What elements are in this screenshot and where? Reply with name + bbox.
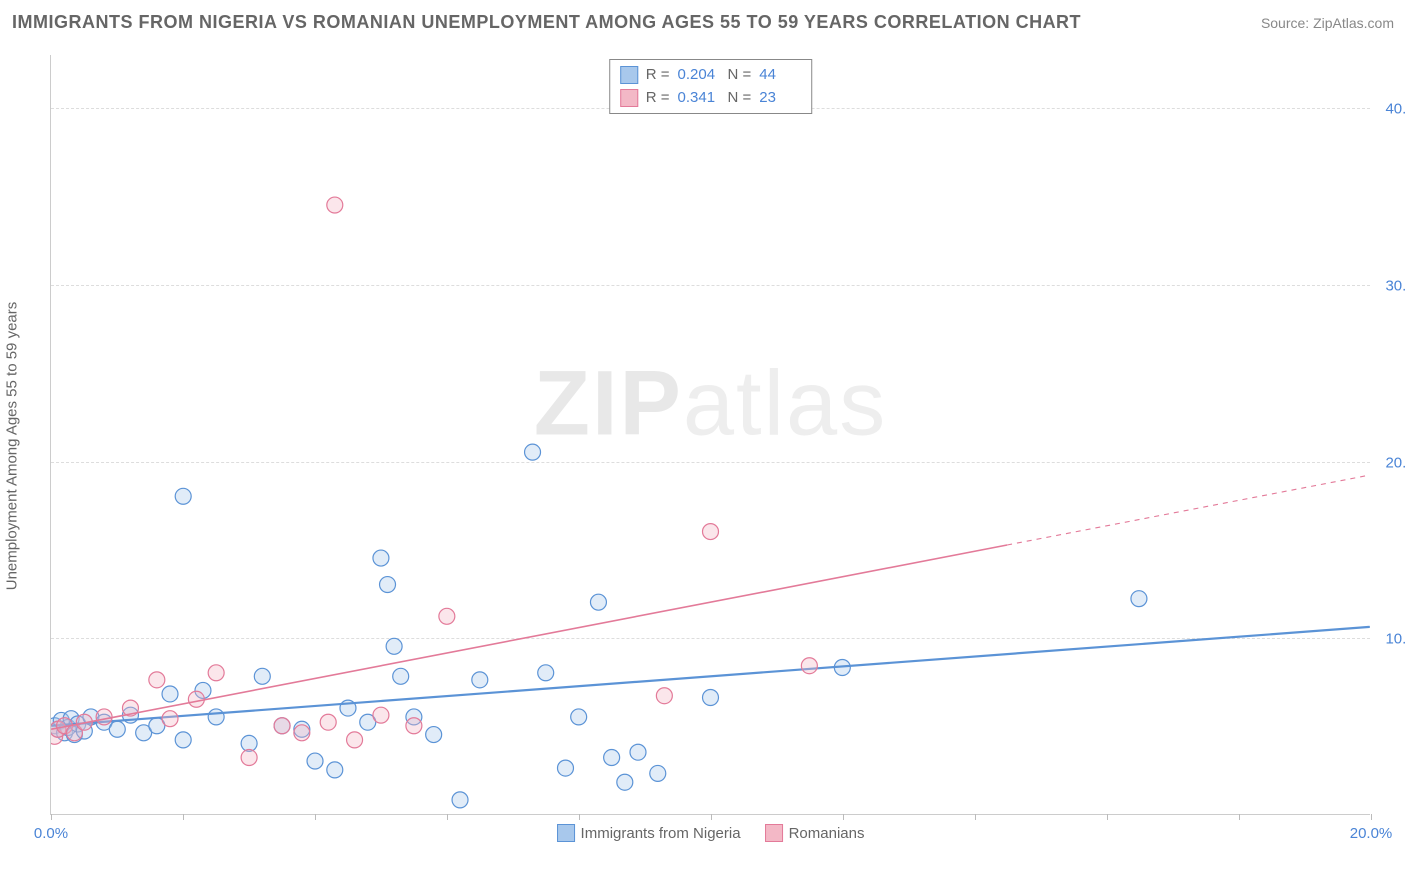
legend-r-label: R = (646, 64, 670, 87)
data-point (452, 792, 468, 808)
legend-n-value: 23 (759, 87, 801, 110)
data-point (1131, 591, 1147, 607)
legend-swatch (765, 824, 783, 842)
data-point (241, 750, 257, 766)
x-tick (51, 814, 52, 820)
legend-n-label: N = (728, 64, 752, 87)
data-point (393, 668, 409, 684)
x-tick (975, 814, 976, 820)
data-point (109, 721, 125, 737)
legend-n-value: 44 (759, 64, 801, 87)
data-point (380, 577, 396, 593)
x-tick (1371, 814, 1372, 820)
trendline-extrapolated (1007, 475, 1370, 545)
y-tick-label: 30.0% (1374, 277, 1406, 294)
data-point (175, 732, 191, 748)
legend-correlation: R = 0.204 N = 44 R = 0.341 N = 23 (609, 59, 813, 114)
data-point (538, 665, 554, 681)
data-point (703, 690, 719, 706)
y-tick-label: 10.0% (1374, 631, 1406, 648)
x-tick (183, 814, 184, 820)
data-point (327, 762, 343, 778)
data-point (558, 760, 574, 776)
header: IMMIGRANTS FROM NIGERIA VS ROMANIAN UNEM… (12, 12, 1394, 33)
data-point (604, 750, 620, 766)
x-tick (447, 814, 448, 820)
data-point (162, 686, 178, 702)
data-point (472, 672, 488, 688)
legend-r-label: R = (646, 87, 670, 110)
data-point (208, 665, 224, 681)
legend-swatch (557, 824, 575, 842)
data-point (630, 744, 646, 760)
legend-r-value: 0.341 (678, 87, 720, 110)
x-tick-label: 0.0% (34, 825, 68, 842)
data-point (373, 707, 389, 723)
x-tick (711, 814, 712, 820)
source-label: Source: ZipAtlas.com (1261, 15, 1394, 31)
plot-area: ZIPatlas 10.0%20.0%30.0%40.0% 0.0%20.0% … (50, 55, 1370, 815)
legend-label: Immigrants from Nigeria (581, 825, 741, 842)
data-point (703, 524, 719, 540)
data-point (617, 774, 633, 790)
data-point (801, 658, 817, 674)
data-point (426, 727, 442, 743)
chart-title: IMMIGRANTS FROM NIGERIA VS ROMANIAN UNEM… (12, 12, 1081, 33)
data-point (162, 711, 178, 727)
data-point (327, 197, 343, 213)
data-point (274, 718, 290, 734)
y-tick-label: 40.0% (1374, 101, 1406, 118)
legend-item: Romanians (765, 824, 865, 842)
legend-series: Immigrants from Nigeria Romanians (549, 822, 873, 844)
data-point (294, 725, 310, 741)
trendline (51, 545, 1007, 729)
legend-n-label: N = (728, 87, 752, 110)
x-tick (1239, 814, 1240, 820)
data-point (347, 732, 363, 748)
data-point (307, 753, 323, 769)
legend-swatch (620, 89, 638, 107)
x-tick-label: 20.0% (1350, 825, 1393, 842)
data-point (656, 688, 672, 704)
x-tick (315, 814, 316, 820)
scatter-svg (51, 55, 1370, 814)
data-point (571, 709, 587, 725)
legend-row: R = 0.204 N = 44 (620, 64, 802, 87)
data-point (650, 765, 666, 781)
x-tick (1107, 814, 1108, 820)
legend-item: Immigrants from Nigeria (557, 824, 741, 842)
data-point (439, 608, 455, 624)
data-point (188, 691, 204, 707)
data-point (590, 594, 606, 610)
data-point (175, 488, 191, 504)
data-point (254, 668, 270, 684)
data-point (406, 718, 422, 734)
y-tick-label: 20.0% (1374, 454, 1406, 471)
data-point (320, 714, 336, 730)
trendline (51, 627, 1369, 726)
legend-r-value: 0.204 (678, 64, 720, 87)
data-point (386, 638, 402, 654)
data-point (525, 444, 541, 460)
legend-label: Romanians (789, 825, 865, 842)
data-point (96, 709, 112, 725)
legend-row: R = 0.341 N = 23 (620, 87, 802, 110)
data-point (373, 550, 389, 566)
data-point (149, 672, 165, 688)
data-point (208, 709, 224, 725)
legend-swatch (620, 66, 638, 84)
y-axis-title: Unemployment Among Ages 55 to 59 years (4, 302, 21, 591)
x-tick (579, 814, 580, 820)
x-tick (843, 814, 844, 820)
